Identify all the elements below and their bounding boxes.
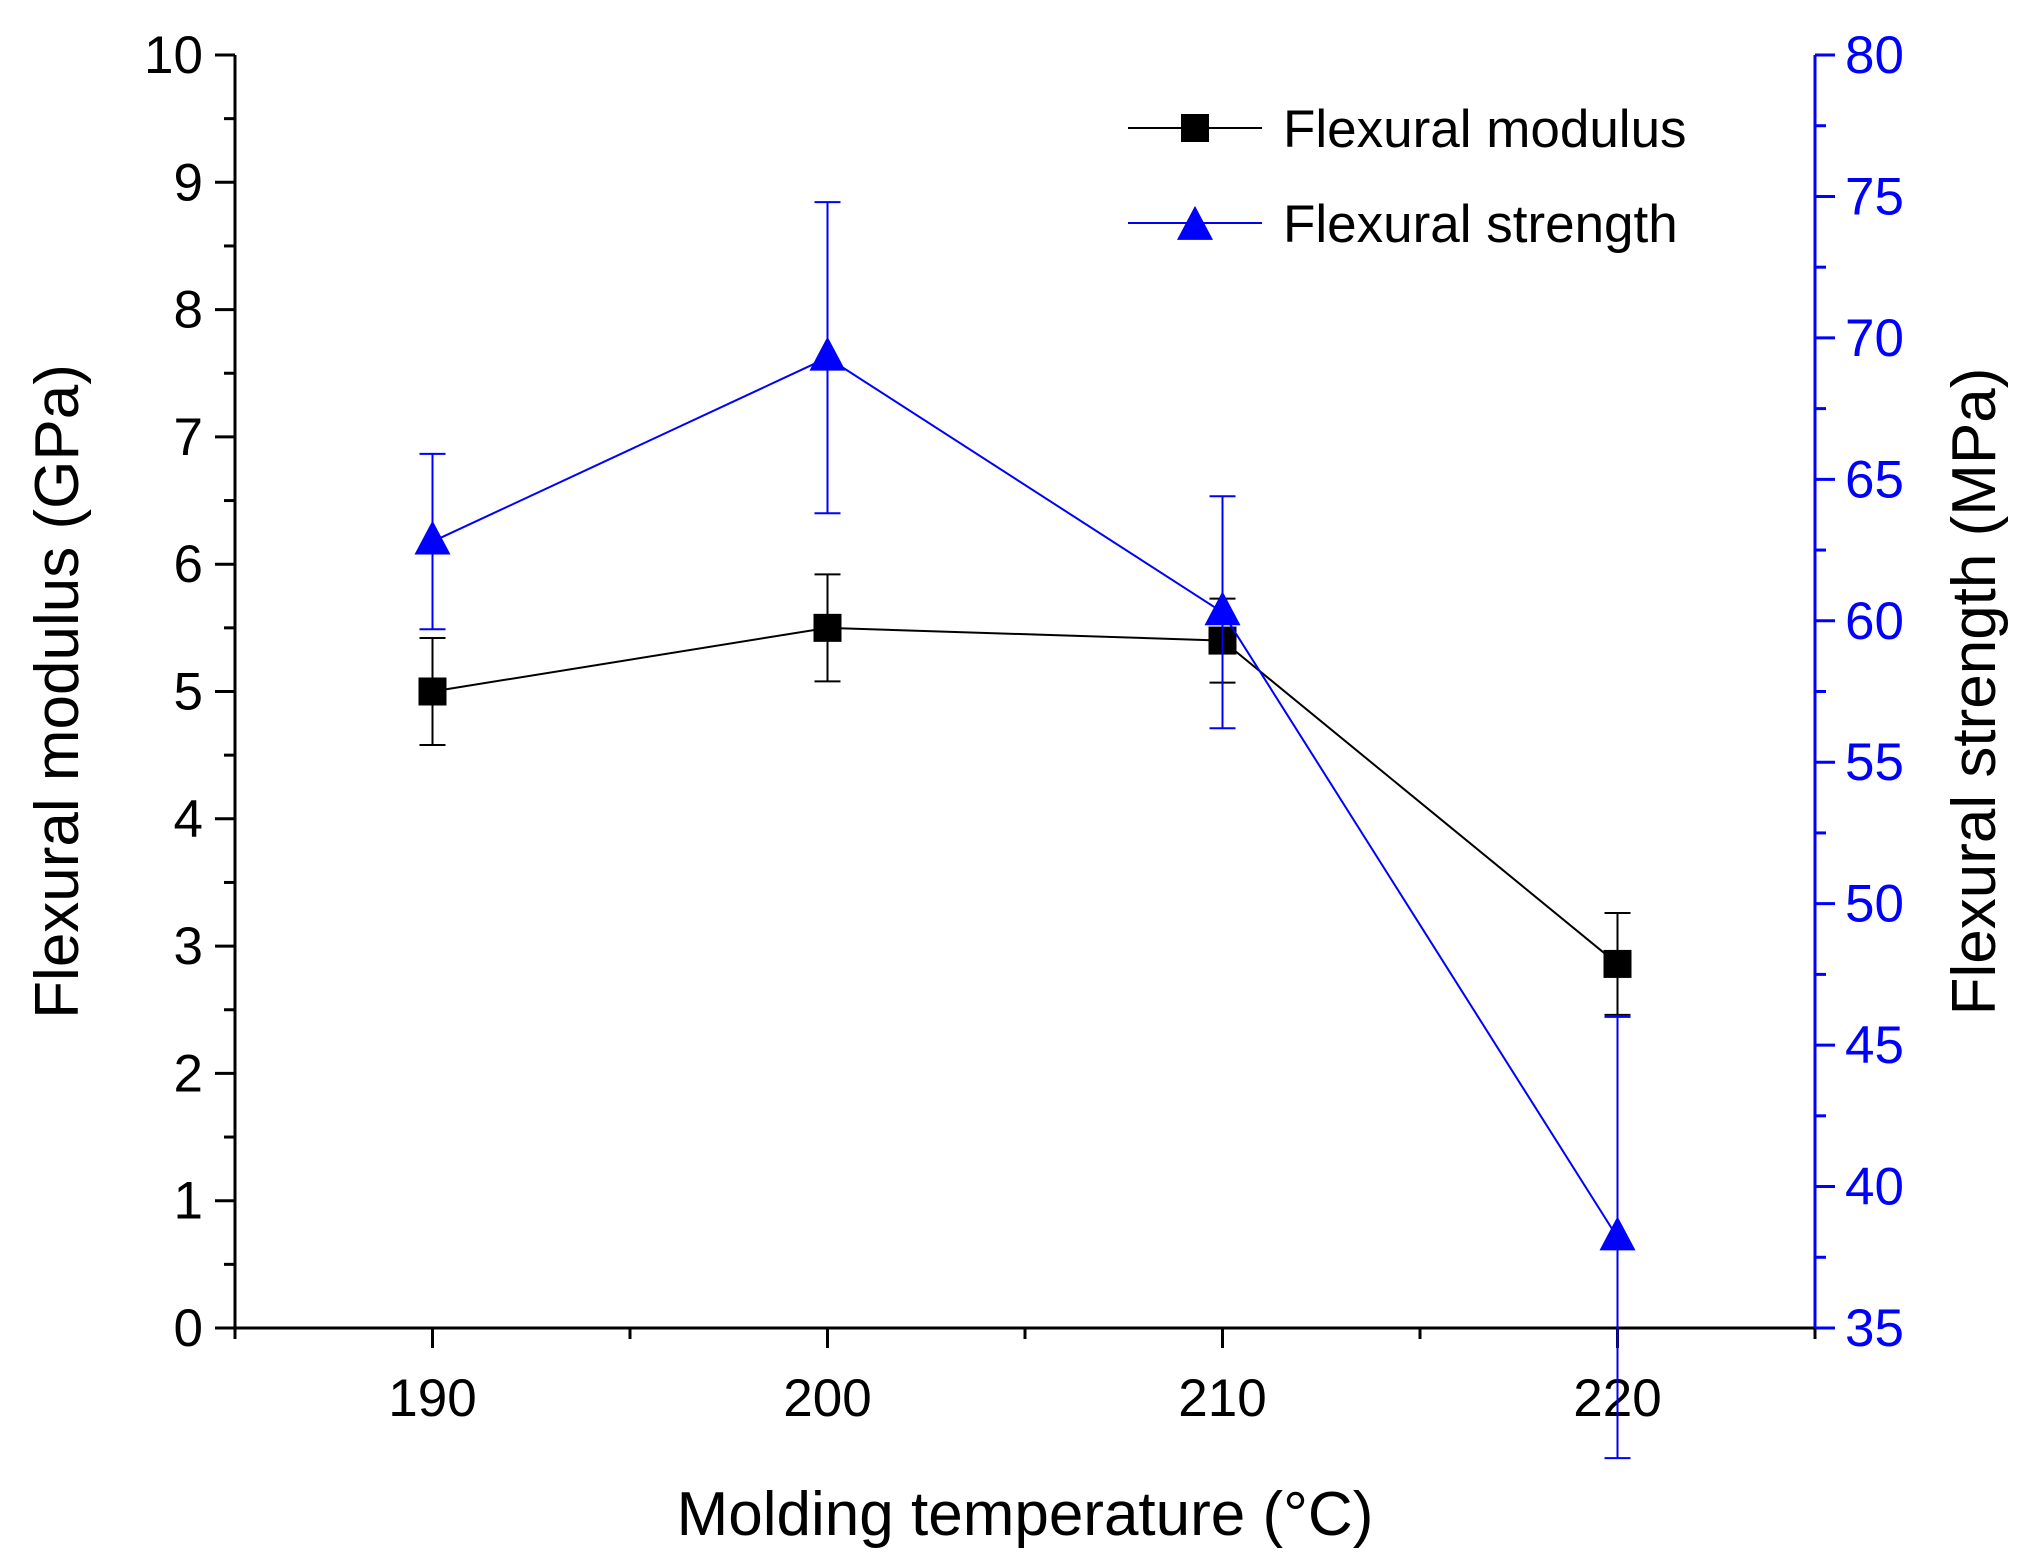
legend-item: Flexural strength [1128,195,1678,254]
y-left-tick-label: 2 [174,1044,203,1103]
y-left-tick-label: 6 [174,535,203,594]
y-left-tick-label: 4 [174,790,203,849]
y-left-tick-label: 1 [174,1172,203,1231]
legend-label: Flexural modulus [1283,100,1687,159]
x-tick-label: 190 [388,1369,476,1428]
data-point [809,336,846,371]
series-line [432,356,1619,1239]
y-right-tick-label: 70 [1845,309,1904,368]
y-right-tick-label: 75 [1845,167,1904,226]
legend-label: Flexural strength [1283,195,1678,254]
series-flexural-strength [414,201,1636,1460]
series-line [432,626,1619,965]
y-right-tick-label: 65 [1845,450,1904,509]
legend: Flexural modulus Flexural strength [1128,100,1687,254]
data-point [414,520,451,555]
data-point [1603,949,1632,978]
y-left-axis-title: Flexural modulus (GPa) [23,364,92,1019]
y-left-tick-label: 10 [144,26,203,85]
y-right-tick-label: 80 [1845,26,1904,85]
y-left-tick-label: 3 [174,917,203,976]
x-tick-label: 210 [1178,1369,1266,1428]
y-right-axis-title: Flexural strength (MPa) [1940,368,2009,1016]
y-left-tick-label: 7 [174,408,203,467]
plot-area [414,201,1636,1460]
data-point [1599,1216,1636,1251]
y-left-tick-label: 5 [174,663,203,722]
legend-marker [1177,205,1213,240]
series-flexural-modulus [418,573,1632,1016]
legend-marker [1181,114,1209,142]
data-point [813,613,842,642]
y-left-tick-label: 9 [174,153,203,212]
y-right-tick-label: 55 [1845,733,1904,792]
y-right-tick-label: 40 [1845,1158,1904,1217]
x-tick-label: 200 [783,1369,871,1428]
data-point [1204,591,1241,626]
x-axis-title: Molding temperature (°C) [677,1480,1374,1549]
legend-item: Flexural modulus [1128,100,1687,159]
y-left-tick-label: 0 [174,1299,203,1358]
data-point [418,677,447,706]
axes: 190 200 210 2200123456789103540455055606570… [23,26,2009,1549]
y-right-tick-label: 45 [1845,1016,1904,1075]
y-left-tick-label: 8 [174,281,203,340]
y-right-tick-label: 60 [1845,592,1904,651]
y-right-tick-label: 35 [1845,1299,1904,1358]
y-right-tick-label: 50 [1845,875,1904,934]
